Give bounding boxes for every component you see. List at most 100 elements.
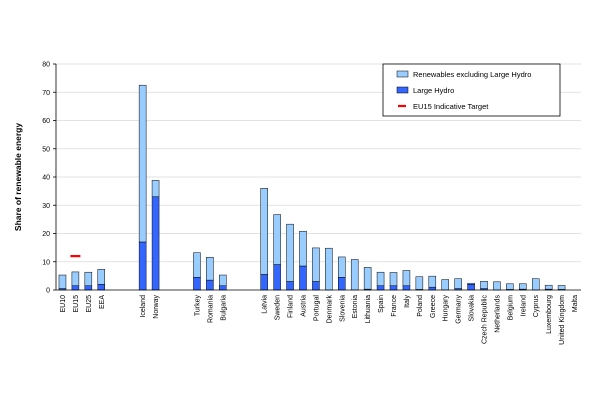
x-tick-label-norway: Norway [153,295,160,319]
x-tick-label-luxembourg: Luxembourg [546,295,553,334]
x-tick-label-hungary: Hungary [443,295,450,322]
x-tick-labels: EU10 EU15 EU25 EEA Iceland Norway Turkey Romani… [60,295,579,345]
bar-renewables-germany [454,278,462,289]
bar-large-hydro-italy [402,285,411,291]
legend-label-large-hydro: Large Hydro [413,86,454,95]
bar-renewables-slovenia [338,256,346,278]
y-tick-label: 20 [42,231,50,238]
bar-renewables-romania [206,256,214,281]
x-tick-label-austria: Austria [300,295,307,317]
bar-renewables-sweden [273,214,281,265]
y-tick-label: 30 [42,203,50,210]
bar-renewables-hungary [441,279,449,291]
bar-renewables-cyprus [531,278,540,291]
x-tick-label-estonia: Estonia [352,295,359,318]
x-tick-label-finland: Finland [288,295,295,318]
x-tick-label-romania: Romania [207,295,214,323]
bar-large-hydro-portugal [312,281,320,291]
bar-renewables-france [389,272,398,287]
legend: Renewables excluding Large Hydro Large H… [382,63,561,117]
y-tick-label: 70 [42,90,50,97]
bar-renewables-finland [286,223,294,282]
y-tick-label: 40 [42,175,50,182]
bar-large-hydro-slovakia [467,284,475,291]
x-tick-label-spain: Spain [378,295,385,313]
x-tick-label-greece: Greece [430,295,437,318]
bar-large-hydro-bulgaria [219,285,227,291]
x-tick-label-france: France [391,295,398,317]
x-tick-label-sweden: Sweden [275,295,282,320]
x-tick-label-ireland: Ireland [520,295,527,317]
axes [53,63,581,291]
bar-large-hydro-iceland [138,241,147,291]
x-tick-label-portugal: Portugal [313,295,320,322]
bar-renewables-poland [415,276,424,290]
x-tick-label-united-kingdom: United Kingdom [559,295,566,345]
bar-renewables-eea [97,269,106,285]
bar-renewables-estonia [350,259,359,291]
x-tick-label-latvia: Latvia [262,295,269,314]
bar-large-hydro-austria [299,265,307,291]
bar-renewables-bulgaria [219,274,227,287]
bar-renewables-iceland [138,84,147,243]
bar-large-hydro-latvia [260,274,268,291]
bar-large-hydro-romania [206,279,214,291]
x-tick-label-eu10: EU10 [60,295,67,313]
bar-large-hydro-eea [97,284,106,291]
bar-renewables-netherlands [493,281,501,291]
legend-label-target: EU15 Indicative Target [413,102,489,111]
bar-renewables-italy [402,270,411,287]
legend-label-renewables-excl-hydro: Renewables excluding Large Hydro [413,70,531,79]
bar-renewables-lithuania [363,267,372,290]
x-tick-label-bulgaria: Bulgaria [220,295,227,321]
bar-large-hydro-slovenia [338,277,346,291]
y-tick-label: 50 [42,146,50,153]
x-tick-label-cyprus: Cyprus [533,295,540,318]
bar-renewables-eu25 [84,271,93,287]
x-tick-label-turkey: Turkey [194,295,201,317]
bar-renewables-belgium [506,283,514,290]
legend-swatch-renewables-excl-hydro [396,70,409,78]
y-axis-label: Share of renewable energy [13,123,23,231]
bar-renewables-austria [299,230,307,267]
bar-large-hydro-turkey [193,277,201,291]
bar-large-hydro-greece [428,286,437,291]
x-tick-label-lithuania: Lithuania [365,295,372,324]
bar-renewables-ireland [519,283,527,290]
x-tick-label-belgium: Belgium [507,295,514,320]
x-tick-label-slovenia: Slovenia [339,295,346,322]
bar-renewables-denmark [325,247,333,291]
bar-renewables-slovakia [467,282,475,285]
bar-renewables-united-kingdom [557,285,566,290]
bar-renewables-eu10 [58,274,67,289]
x-tick-label-eea: EEA [99,295,106,309]
legend-box [382,63,561,117]
bar-renewables-turkey [193,252,201,278]
bar-renewables-spain [376,271,385,287]
bar-large-hydro-eu15 [71,285,80,291]
y-tick-labels: 0 10 20 30 40 50 60 70 80 [42,62,50,295]
y-tick-label: 10 [42,259,50,266]
legend-swatch-large-hydro [396,86,409,94]
bar-renewables-portugal [312,247,320,282]
x-tick-label-malta: Malta [572,295,579,312]
bar-large-hydro-eu25 [84,285,93,291]
bar-renewables-luxembourg [544,284,553,290]
y-tick-label: 0 [46,288,50,295]
bar-large-hydro-spain [376,285,385,291]
x-tick-label-denmark: Denmark [326,295,333,324]
bar-renewables-latvia [260,188,268,275]
bar-renewables-norway [151,180,160,198]
x-tick-label-netherlands: Netherlands [494,295,501,333]
bar-renewables-eu15 [71,271,80,287]
y-tick-label: 80 [42,62,50,69]
x-tick-label-poland: Poland [417,295,424,317]
x-tick-label-eu15: EU15 [73,295,80,313]
x-tick-label-slovakia: Slovakia [469,295,476,322]
x-tick-label-czech-republic: Czech Republic [482,295,489,345]
x-tick-label-germany: Germany [456,295,463,324]
bar-large-hydro-norway [151,196,160,291]
bar-large-hydro-finland [286,281,294,291]
y-tick-label: 60 [42,118,50,125]
